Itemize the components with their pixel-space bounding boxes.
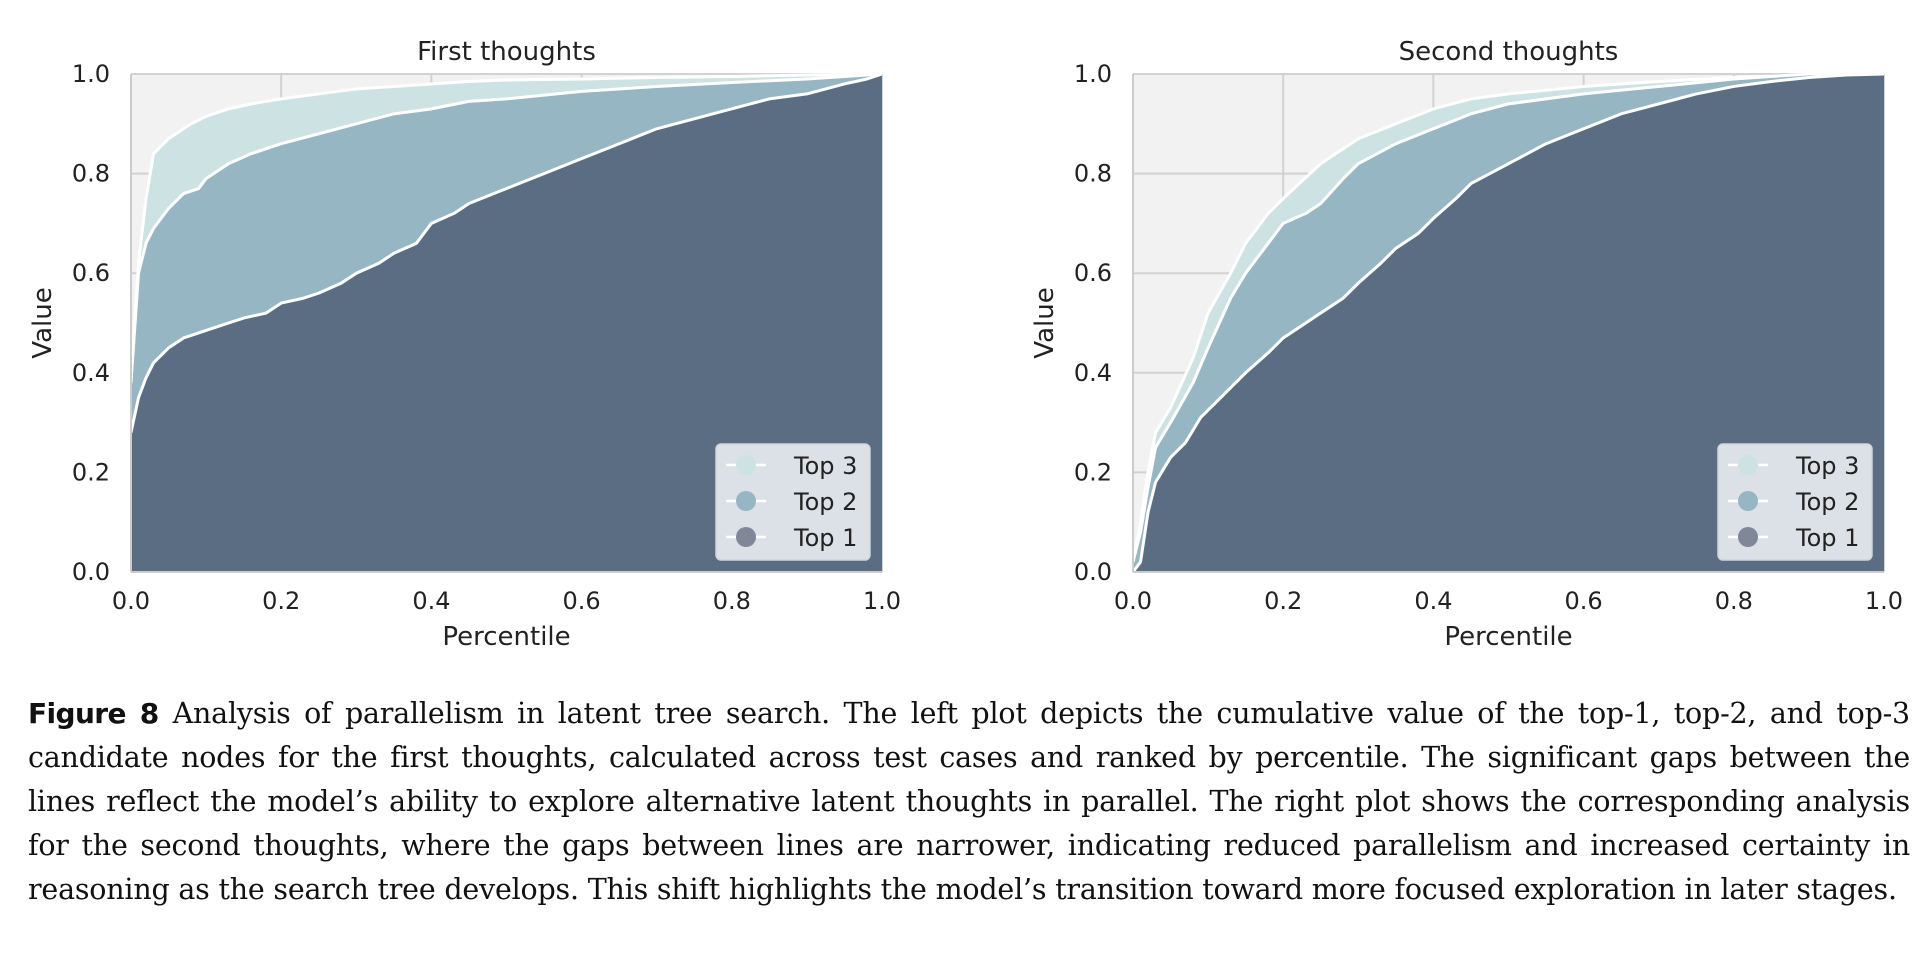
y-tick-label: 0.2: [72, 458, 110, 486]
legend-box: [715, 443, 871, 561]
legend-marker-top-3: [736, 455, 756, 475]
y-tick-label: 0.6: [72, 259, 110, 287]
y-tick-label: 0.6: [1074, 259, 1112, 287]
x-tick-label: 0.4: [1414, 587, 1452, 615]
chart-title: First thoughts: [417, 37, 596, 67]
x-tick-label: 0.8: [713, 587, 751, 615]
legend: Top 3 Top 2 Top 1: [715, 443, 871, 561]
line-top-1: [1131, 72, 1885, 573]
legend-marker-top-3: [1738, 455, 1758, 475]
legend-label-top-3: Top 3: [793, 452, 857, 480]
y-tick-label: 0.8: [72, 160, 110, 188]
x-axis-label: Percentile: [1444, 622, 1572, 652]
x-tick-label: 0.0: [112, 587, 150, 615]
y-tick-label: 0.4: [72, 359, 110, 387]
y-tick-label: 0.4: [1074, 359, 1112, 387]
legend-marker-top-2: [736, 491, 756, 511]
y-tick-label: 0.0: [72, 558, 110, 586]
x-tick-label: 1.0: [1865, 587, 1903, 615]
x-axis-label: Percentile: [442, 622, 570, 652]
legend: Top 3 Top 2 Top 1: [1717, 443, 1873, 561]
x-tick-label: 0.6: [563, 587, 601, 615]
legend-label-top-1: Top 1: [1795, 524, 1859, 552]
y-tick-label: 1.0: [1074, 60, 1112, 88]
area-top-1: [131, 74, 882, 572]
y-tick-label: 0.2: [1074, 458, 1112, 486]
legend-marker-top-2: [1738, 491, 1758, 511]
x-tick-label: 1.0: [863, 587, 901, 615]
legend-marker-top-1: [1738, 527, 1758, 547]
line-top-3: [129, 72, 883, 373]
x-tick-label: 0.2: [1264, 587, 1302, 615]
chart-title: Second thoughts: [1399, 37, 1619, 67]
legend-label-top-1: Top 1: [793, 524, 857, 552]
area-top-1: [1133, 74, 1884, 572]
x-tick-label: 0.8: [1715, 587, 1753, 615]
y-tick-label: 0.8: [1074, 160, 1112, 188]
y-tick-label: 0.0: [1074, 558, 1112, 586]
line-top-2: [129, 72, 883, 383]
legend-label-top-2: Top 2: [793, 488, 857, 516]
x-tick-label: 0.2: [262, 587, 300, 615]
legend-label-top-2: Top 2: [1795, 488, 1859, 516]
figure-caption: Figure 8 Analysis of parallelism in laten…: [28, 692, 1910, 912]
line-top-1: [129, 72, 883, 433]
chart-second-thoughts: 0.0 0.2 0.4 0.6 0.8 1.0 0.0 0.2 0.4 0.6 0.8 1.0 Seco…: [1030, 37, 1903, 652]
y-axis-label: Value: [1030, 287, 1060, 358]
legend-box: [1717, 443, 1873, 561]
legend-marker-top-1: [736, 527, 756, 547]
x-tick-label: 0.6: [1565, 587, 1603, 615]
line-top-3: [1131, 72, 1885, 563]
y-tick-label: 1.0: [72, 60, 110, 88]
chart-first-thoughts: 0.0 0.2 0.4 0.6 0.8 1.0 0.0 0.2 0.4 0.6 0.8 1.0 Firs…: [28, 37, 901, 652]
legend-label-top-3: Top 3: [1795, 452, 1859, 480]
x-tick-label: 0.0: [1114, 587, 1152, 615]
caption-text: Analysis of parallelism in latent tree s…: [28, 697, 1910, 906]
caption-label: Figure 8: [28, 697, 159, 730]
x-tick-label: 0.4: [412, 587, 450, 615]
line-top-2: [1131, 72, 1884, 563]
y-axis-label: Value: [28, 287, 58, 358]
